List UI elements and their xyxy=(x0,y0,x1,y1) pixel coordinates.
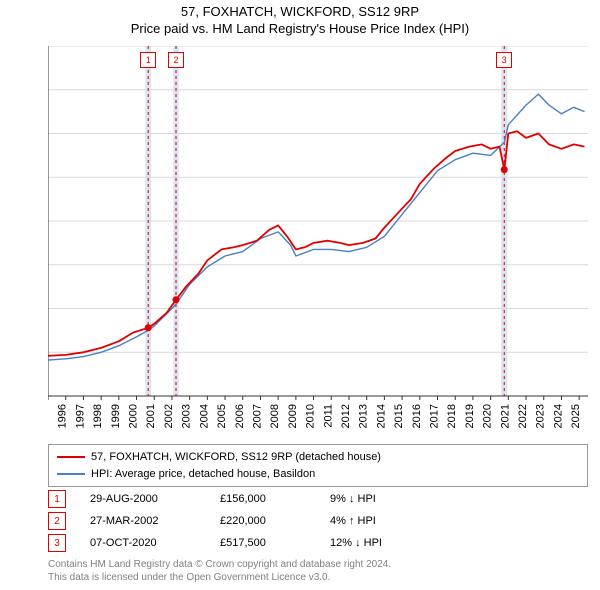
svg-text:2007: 2007 xyxy=(251,404,263,428)
svg-text:2017: 2017 xyxy=(429,404,441,428)
chart-title-block: 57, FOXHATCH, WICKFORD, SS12 9RP Price p… xyxy=(0,0,600,36)
title-line2: Price paid vs. HM Land Registry's House … xyxy=(0,21,600,36)
chart-marker-3: 3 xyxy=(496,52,512,68)
svg-text:2011: 2011 xyxy=(322,404,334,428)
attribution-line1: Contains HM Land Registry data © Crown c… xyxy=(48,558,588,571)
legend-row-0: 57, FOXHATCH, WICKFORD, SS12 9RP (detach… xyxy=(57,449,579,466)
event-num-1: 2 xyxy=(48,512,66,530)
event-diff-2: 12% ↓ HPI xyxy=(330,537,382,549)
event-row-0: 1 29-AUG-2000 £156,000 9% ↓ HPI xyxy=(48,488,588,510)
event-price-2: £517,500 xyxy=(220,537,330,549)
attribution-line2: This data is licensed under the Open Gov… xyxy=(48,571,588,584)
chart-area: £0£100K£200K£300K£400K£500K£600K£700K£80… xyxy=(48,46,588,396)
event-price-0: £156,000 xyxy=(220,493,330,505)
event-row-2: 3 07-OCT-2020 £517,500 12% ↓ HPI xyxy=(48,532,588,554)
legend-text-0: 57, FOXHATCH, WICKFORD, SS12 9RP (detach… xyxy=(91,449,381,466)
svg-text:2003: 2003 xyxy=(181,404,193,428)
legend-row-1: HPI: Average price, detached house, Basi… xyxy=(57,466,579,483)
svg-text:2013: 2013 xyxy=(358,404,370,428)
svg-text:1996: 1996 xyxy=(57,404,69,428)
event-date-2: 07-OCT-2020 xyxy=(90,537,220,549)
event-price-1: £220,000 xyxy=(220,515,330,527)
event-row-1: 2 27-MAR-2002 £220,000 4% ↑ HPI xyxy=(48,510,588,532)
svg-text:1999: 1999 xyxy=(110,404,122,428)
svg-text:2012: 2012 xyxy=(340,404,352,428)
legend-text-1: HPI: Average price, detached house, Basi… xyxy=(91,466,315,483)
svg-text:2010: 2010 xyxy=(305,404,317,428)
event-num-0: 1 xyxy=(48,490,66,508)
event-date-1: 27-MAR-2002 xyxy=(90,515,220,527)
svg-text:2019: 2019 xyxy=(464,404,476,428)
attribution: Contains HM Land Registry data © Crown c… xyxy=(48,558,588,584)
title-line1: 57, FOXHATCH, WICKFORD, SS12 9RP xyxy=(0,4,600,19)
svg-text:2006: 2006 xyxy=(234,404,246,428)
svg-text:2021: 2021 xyxy=(499,404,511,428)
svg-text:2018: 2018 xyxy=(446,404,458,428)
svg-text:2023: 2023 xyxy=(535,404,547,428)
event-diff-1: 4% ↑ HPI xyxy=(330,515,376,527)
svg-text:2015: 2015 xyxy=(393,404,405,428)
event-num-2: 3 xyxy=(48,534,66,552)
chart-marker-1: 1 xyxy=(140,52,156,68)
svg-text:2008: 2008 xyxy=(269,404,281,428)
svg-text:2009: 2009 xyxy=(287,404,299,428)
svg-text:2016: 2016 xyxy=(411,404,423,428)
event-date-0: 29-AUG-2000 xyxy=(90,493,220,505)
legend-swatch-0 xyxy=(57,456,85,458)
legend-box: 57, FOXHATCH, WICKFORD, SS12 9RP (detach… xyxy=(48,444,588,487)
chart-marker-2: 2 xyxy=(168,52,184,68)
svg-text:1997: 1997 xyxy=(74,404,86,428)
svg-text:2005: 2005 xyxy=(216,404,228,428)
chart-svg: £0£100K£200K£300K£400K£500K£600K£700K£80… xyxy=(48,46,588,441)
svg-text:2022: 2022 xyxy=(517,404,529,428)
svg-text:1998: 1998 xyxy=(92,404,104,428)
event-diff-0: 9% ↓ HPI xyxy=(330,493,376,505)
svg-text:1995: 1995 xyxy=(48,404,51,428)
svg-text:2020: 2020 xyxy=(482,404,494,428)
svg-text:2001: 2001 xyxy=(145,404,157,428)
svg-text:2002: 2002 xyxy=(163,404,175,428)
legend-swatch-1 xyxy=(57,473,85,475)
svg-text:2004: 2004 xyxy=(198,404,210,428)
svg-text:2025: 2025 xyxy=(570,404,582,428)
svg-text:2000: 2000 xyxy=(128,404,140,428)
svg-text:2024: 2024 xyxy=(552,404,564,428)
svg-text:2014: 2014 xyxy=(375,404,387,428)
event-table: 1 29-AUG-2000 £156,000 9% ↓ HPI 2 27-MAR… xyxy=(48,488,588,554)
